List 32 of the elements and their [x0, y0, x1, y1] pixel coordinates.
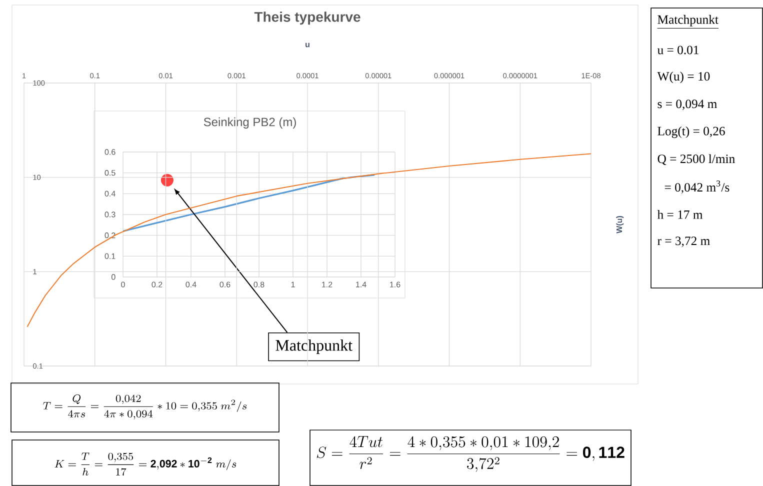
- y-tick-label: 0.6: [104, 149, 116, 155]
- x-tick-label: 0.4: [186, 282, 196, 288]
- text: u = 0.01: [657, 46, 699, 54]
- y-tick-label: 0.1: [104, 253, 116, 260]
- text: r = 3,72 m: [658, 236, 710, 247]
- chart-title: Seinking PB2 (m): [204, 117, 296, 129]
- text: Matchpunkt: [658, 14, 718, 26]
- text: $T=\frac{Q}{4\pi s}=\frac{0{,}042}{4\pi*0{,}094}*10=0{,}355\;m^2/s$: [43, 394, 247, 420]
- text: h = 17 m: [657, 210, 703, 219]
- y-axis-title: W(u): [616, 216, 624, 234]
- y-tick-label: 0: [111, 274, 116, 280]
- y-tick-label: 0.4: [104, 190, 116, 197]
- x-tick-label: 1.4: [356, 282, 366, 288]
- text: s = 0,094 m: [658, 100, 718, 110]
- x-tick-label: 1.6: [390, 282, 400, 288]
- x-tick-label: 0: [121, 282, 125, 288]
- x-tick-label: 1: [291, 282, 295, 288]
- annotation: Matchpunkt: [276, 340, 352, 354]
- y-tick-label: 0.3: [104, 212, 116, 218]
- x-tick-label: 0.2: [152, 282, 162, 288]
- y-tick-label: 0.5: [104, 170, 116, 176]
- text: = 0,042 m$^{3}$/s: [664, 180, 730, 194]
- text: W(u) = 10: [657, 72, 710, 84]
- chart-title: Theis typekurve: [254, 12, 360, 25]
- text: $S=\frac{4Tut}{r^2}=\frac{4*0{,}355*0{,}01*109{,}2}{3{,}72^2}=\mathbf{0,112}$: [316, 436, 624, 472]
- x-axis-title: u: [306, 42, 310, 48]
- text: Log(t) = 0,26: [658, 126, 725, 138]
- x-tick-label: 0.8: [254, 282, 264, 288]
- x-tick-label: 1.2: [322, 282, 332, 288]
- text: Q = 2500 l/min: [658, 154, 735, 166]
- text: $K=\frac{T}{h}=\frac{0{,}355}{17}=\mathbf{2{,}092*10^{-2}}\;m/s$: [54, 452, 236, 476]
- x-tick-label: 0.6: [220, 282, 230, 288]
